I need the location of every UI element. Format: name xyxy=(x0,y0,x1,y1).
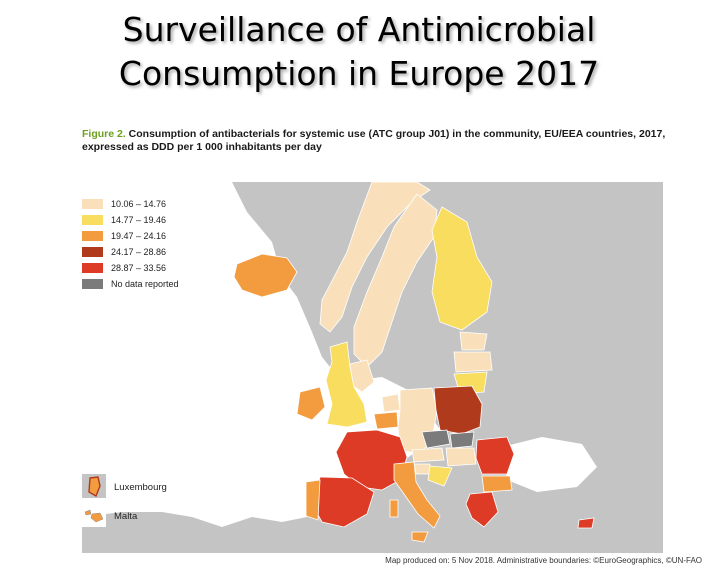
country-netherlands xyxy=(381,393,401,413)
country-norway xyxy=(319,182,431,333)
country-iceland xyxy=(233,253,298,298)
slide-title-line-1: Surveillance of Antimicrobial xyxy=(122,10,596,49)
country-latvia xyxy=(453,351,493,373)
legend-item: 10.06 – 14.76 xyxy=(82,196,179,212)
country-austria xyxy=(411,447,445,463)
legend-item: 24.17 – 28.86 xyxy=(82,244,179,260)
legend-swatch xyxy=(82,279,103,289)
country-bulgaria xyxy=(481,475,513,493)
inset-label-malta: Malta xyxy=(114,511,138,522)
legend-label: 14.77 – 19.46 xyxy=(111,215,167,225)
country-sweden xyxy=(353,193,438,368)
black-sea xyxy=(502,437,597,492)
legend-item: No data reported xyxy=(82,276,179,292)
country-finland xyxy=(431,206,493,331)
country-estonia xyxy=(459,331,488,351)
country-portugal xyxy=(305,479,321,521)
legend-swatch xyxy=(82,247,103,257)
inset-luxembourg xyxy=(82,474,106,498)
map-panel xyxy=(82,182,663,553)
legend-label: 10.06 – 14.76 xyxy=(111,199,167,209)
legend-label: No data reported xyxy=(111,279,179,289)
luxembourg-shape xyxy=(82,474,106,498)
legend-item: 14.77 – 19.46 xyxy=(82,212,179,228)
legend-item: 19.47 – 24.16 xyxy=(82,228,179,244)
country-slovenia xyxy=(413,463,431,475)
country-romania xyxy=(475,436,515,475)
country-croatia xyxy=(427,465,453,487)
country-czechia xyxy=(421,429,451,449)
legend-swatch xyxy=(82,231,103,241)
legend-label: 24.17 – 28.86 xyxy=(111,247,167,257)
legend-label: 19.47 – 24.16 xyxy=(111,231,167,241)
country-poland xyxy=(433,385,483,435)
country-italy xyxy=(393,461,441,529)
country-italy-sardinia xyxy=(389,499,399,518)
slide-title-line-2: Consumption in Europe 2017 xyxy=(118,54,600,93)
inset-label-luxembourg: Luxembourg xyxy=(114,482,167,493)
legend-item: 28.87 – 33.56 xyxy=(82,260,179,276)
country-cyprus xyxy=(577,517,595,529)
legend-label: 28.87 – 33.56 xyxy=(111,263,167,273)
country-ireland xyxy=(296,386,326,421)
country-slovakia xyxy=(449,431,475,449)
figure-caption: Figure 2. Consumption of antibacterials … xyxy=(82,128,702,154)
legend-swatch xyxy=(82,263,103,273)
country-hungary xyxy=(445,447,477,467)
inset-malta xyxy=(82,503,106,527)
map-legend: 10.06 – 14.76 14.77 – 19.46 19.47 – 24.1… xyxy=(82,196,179,292)
europe-map xyxy=(82,182,597,543)
figure-label: Figure 2. xyxy=(82,128,126,140)
country-italy-sicily xyxy=(411,531,429,543)
slide-title: Surveillance of Antimicrobial Consumptio… xyxy=(0,8,718,96)
country-united-kingdom xyxy=(325,341,368,428)
legend-swatch xyxy=(82,215,103,225)
map-credits: Map produced on: 5 Nov 2018. Administrat… xyxy=(385,556,702,565)
figure-caption-text: Consumption of antibacterials for system… xyxy=(82,128,666,153)
malta-shape xyxy=(84,509,104,523)
country-belgium xyxy=(373,411,399,430)
country-greece xyxy=(465,491,499,528)
legend-swatch xyxy=(82,199,103,209)
country-france xyxy=(335,429,408,491)
